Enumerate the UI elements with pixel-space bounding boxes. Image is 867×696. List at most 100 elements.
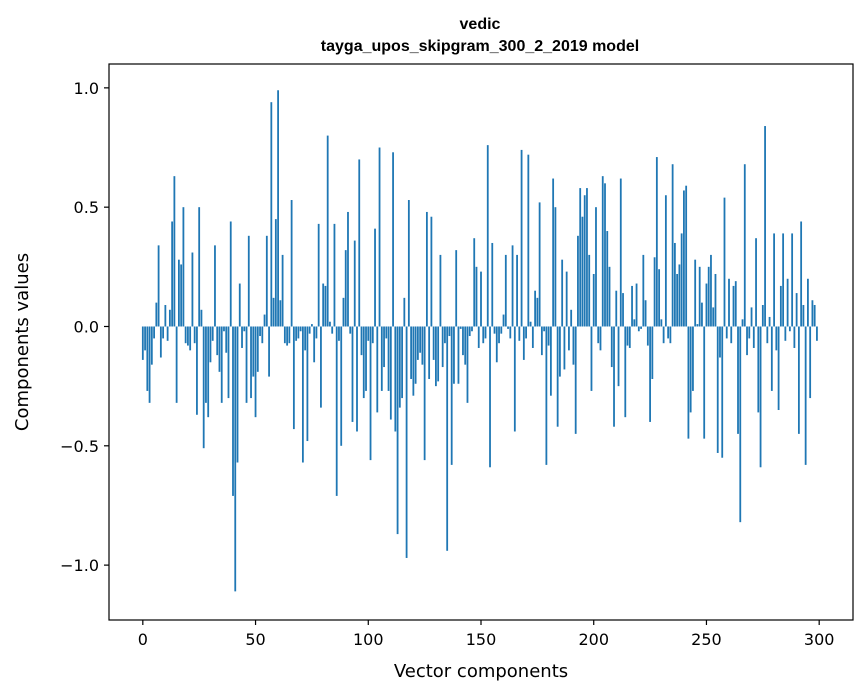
bar-component-111 [392, 152, 394, 327]
bar-component-299 [816, 326, 818, 341]
bar-component-72 [304, 326, 307, 351]
bar-component-73 [306, 326, 309, 442]
bar-component-187 [563, 326, 566, 370]
bar-component-39 [229, 221, 232, 327]
bar-component-285 [784, 326, 787, 341]
bar-component-283 [779, 285, 782, 327]
bar-component-0 [141, 326, 144, 360]
bar-component-172 [529, 321, 532, 327]
bar-component-209 [613, 326, 615, 427]
bar-component-130 [435, 326, 437, 387]
bar-component-140 [457, 326, 460, 384]
bar-component-8 [159, 326, 162, 358]
bar-component-33 [216, 326, 219, 356]
bar-component-197 [586, 188, 588, 327]
bar-component-254 [714, 273, 717, 327]
bar-component-128 [430, 216, 433, 327]
bar-component-122 [416, 326, 419, 360]
bar-component-253 [712, 307, 715, 327]
bar-component-205 [604, 183, 606, 327]
bar-component-272 [755, 238, 757, 327]
bar-component-246 [696, 324, 699, 327]
plot-frame [108, 63, 854, 621]
x-tick-label: 100 [353, 630, 384, 649]
bar-component-143 [464, 326, 467, 365]
bar-component-270 [750, 307, 753, 327]
bar-component-273 [757, 326, 760, 413]
bar-component-207 [608, 266, 611, 327]
bar-component-21 [189, 326, 192, 351]
bar-component-242 [687, 326, 690, 439]
bar-component-200 [592, 273, 595, 327]
bar-component-42 [236, 326, 239, 463]
bar-component-289 [793, 326, 796, 348]
bar-component-97 [360, 326, 363, 356]
bar-component-29 [207, 326, 210, 418]
bar-component-115 [401, 326, 403, 399]
bar-component-195 [581, 216, 584, 327]
bar-component-43 [238, 283, 241, 327]
bar-component-265 [739, 326, 742, 523]
bar-component-84 [331, 326, 334, 334]
bar-component-229 [658, 269, 661, 327]
bar-component-75 [311, 324, 313, 327]
bar-component-127 [428, 326, 431, 379]
bar-component-67 [292, 326, 295, 430]
bar-component-148 [475, 266, 478, 327]
bar-component-286 [786, 278, 789, 327]
bar-component-293 [802, 305, 805, 327]
bar-component-296 [809, 326, 812, 399]
bar-component-23 [193, 326, 196, 344]
bar-component-96 [358, 159, 361, 327]
x-tick-label: 250 [691, 630, 722, 649]
bar-component-71 [301, 326, 304, 463]
bar-component-168 [520, 149, 523, 327]
bar-component-123 [419, 326, 422, 353]
bar-component-92 [349, 326, 352, 334]
bar-component-244 [692, 326, 694, 391]
bar-component-243 [689, 326, 692, 413]
bar-component-134 [444, 326, 446, 344]
bar-component-201 [595, 207, 597, 327]
bar-component-276 [764, 126, 766, 327]
bar-component-119 [410, 326, 413, 379]
bar-component-137 [450, 326, 453, 465]
y-tick-label: 0.5 [74, 198, 99, 217]
bar-component-188 [565, 271, 568, 327]
bar-component-223 [644, 300, 647, 327]
bar-component-219 [635, 283, 638, 327]
bar-component-166 [516, 254, 518, 327]
bar-component-129 [432, 326, 435, 360]
bar-component-212 [619, 178, 622, 327]
bar-component-1 [144, 326, 146, 351]
bar-component-199 [590, 326, 593, 391]
bar-component-202 [597, 326, 600, 344]
bar-component-282 [777, 326, 780, 411]
bar-component-213 [622, 293, 624, 327]
bar-component-45 [243, 326, 246, 332]
bar-component-58 [272, 297, 275, 327]
bar-component-37 [225, 326, 228, 353]
bar-component-238 [678, 264, 681, 327]
bar-component-121 [414, 326, 417, 384]
bar-component-155 [491, 242, 494, 327]
axis-ticks: 0 50 100 150 200 250 300 −1.0 −0.5 0.0 0.5 1.0 [60, 79, 834, 649]
bar-component-261 [730, 326, 733, 344]
bar-component-156 [493, 326, 496, 334]
bar-component-146 [471, 326, 473, 332]
bar-component-292 [800, 221, 803, 327]
bar-component-81 [324, 285, 327, 327]
bar-component-114 [398, 326, 401, 408]
bar-component-216 [628, 326, 631, 348]
bar-component-174 [534, 290, 537, 327]
bar-component-26 [200, 309, 203, 327]
bar-component-52 [259, 326, 261, 337]
bar-component-85 [333, 223, 336, 327]
bar-component-141 [459, 326, 462, 329]
bar-component-17 [180, 264, 183, 327]
bar-component-48 [250, 326, 252, 399]
bar-series [141, 90, 818, 592]
bar-component-159 [500, 326, 503, 334]
bar-component-28 [205, 326, 207, 403]
